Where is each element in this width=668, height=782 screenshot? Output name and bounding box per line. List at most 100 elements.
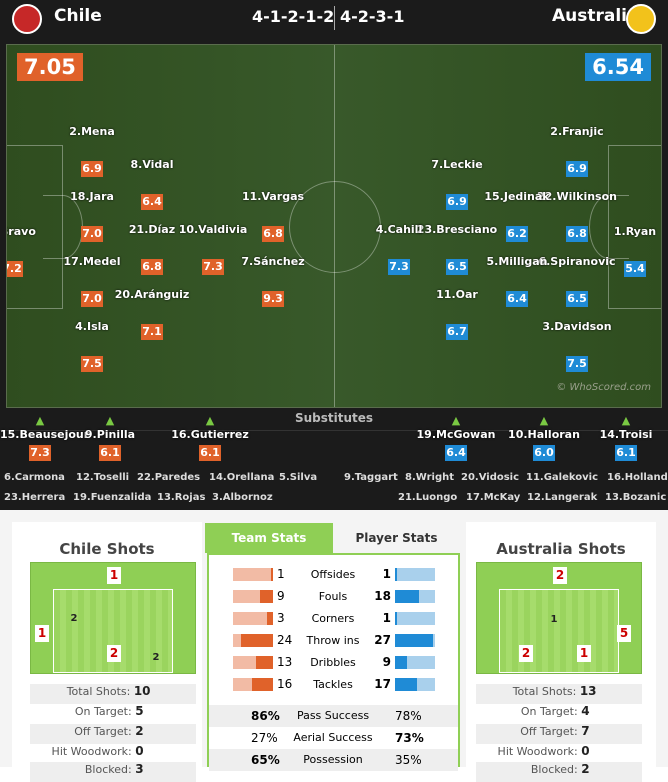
player[interactable]: 2.Mena 6.9 bbox=[47, 125, 137, 177]
tab-team-stats[interactable]: Team Stats bbox=[205, 523, 333, 553]
player-name: 21.Díaz bbox=[128, 223, 176, 236]
bench-player[interactable]: 20.Vidosic bbox=[461, 472, 520, 483]
stat-label: Corners bbox=[311, 612, 355, 625]
substitute[interactable]: ▲ 16.Gutierrez 6.1 bbox=[170, 414, 250, 461]
sub-name: 10.Halloran bbox=[508, 428, 580, 441]
stats-tabs: Team Stats Player Stats bbox=[205, 523, 460, 553]
player[interactable]: 1.Bravo 7.2 bbox=[7, 225, 57, 277]
stat-row: 1 Offsides 1 bbox=[209, 565, 458, 587]
player[interactable]: 7.Sánchez 9.3 bbox=[228, 255, 318, 307]
player-name: 1.Ryan bbox=[613, 225, 657, 238]
bench-player[interactable]: 16.Holland bbox=[607, 472, 668, 483]
player[interactable]: 4.Isla 7.5 bbox=[47, 320, 137, 372]
player-name: 18.Jara bbox=[70, 190, 114, 203]
away-zone-count: 2 bbox=[519, 645, 533, 662]
player-rating: 6.4 bbox=[141, 194, 163, 210]
home-stat-value: 16 bbox=[277, 677, 293, 691]
away-woodwork: Hit Woodwork: 0 bbox=[497, 744, 590, 758]
team-stats-box: 1 Offsides 1 9 Fouls 18 3 Corners 1 24 Throw ins 27… bbox=[207, 553, 460, 771]
subs-divider bbox=[0, 430, 668, 431]
substitute[interactable]: ▲ 10.Halloran 6.0 bbox=[504, 414, 584, 461]
player[interactable]: 7.Leckie 6.9 bbox=[412, 158, 502, 210]
player-rating: 7.0 bbox=[81, 226, 103, 242]
player[interactable]: 11.Oar 6.7 bbox=[412, 288, 502, 340]
bench-player[interactable]: 13.Rojas bbox=[157, 492, 206, 503]
player-rating: 5.4 bbox=[624, 261, 646, 277]
away-total-shots: Total Shots: 13 bbox=[476, 684, 642, 704]
stat-row: 24 Throw ins 27 bbox=[209, 631, 458, 653]
away-zone-count: 1 bbox=[550, 614, 558, 625]
player[interactable]: 4.Cahill 7.3 bbox=[354, 223, 444, 275]
bench-player[interactable]: 19.Fuenzalida bbox=[73, 492, 152, 503]
substitute[interactable]: ▲ 15.Beausejour 7.3 bbox=[0, 414, 90, 461]
player[interactable]: 6.Spiranovic 6.5 bbox=[532, 255, 622, 307]
home-stat-bar-bg bbox=[233, 568, 273, 581]
home-zone-count: 2 bbox=[152, 652, 160, 663]
player-name: 2.Franjic bbox=[550, 125, 604, 138]
sub-name: 15.Beausejour bbox=[0, 428, 90, 441]
bench-player[interactable]: 13.Bozanic bbox=[605, 492, 667, 503]
player[interactable]: 15.Jedinak 6.2 bbox=[472, 190, 562, 242]
player[interactable]: 22.Wilkinson 6.8 bbox=[532, 190, 622, 242]
player[interactable]: 8.Vidal 6.4 bbox=[107, 158, 197, 210]
home-zone-count: 1 bbox=[107, 567, 121, 584]
sub-rating: 6.1 bbox=[199, 445, 221, 461]
pct-stat-label: Pass Success bbox=[296, 709, 370, 722]
player[interactable]: 5.Milligan 6.4 bbox=[472, 255, 562, 307]
player[interactable]: 23.Bresciano 6.5 bbox=[412, 223, 502, 275]
home-stat-bar bbox=[267, 612, 273, 625]
player[interactable]: 1.Ryan 5.4 bbox=[590, 225, 661, 277]
away-off-target: Off Target: 7 bbox=[476, 724, 642, 744]
bench-player[interactable]: 3.Albornoz bbox=[212, 492, 273, 503]
player-name: 4.Cahill bbox=[375, 223, 423, 236]
player[interactable]: 10.Valdivia 7.3 bbox=[168, 223, 258, 275]
player-name: 3.Davidson bbox=[542, 320, 612, 333]
substitute[interactable]: ▲ 19.McGowan 6.4 bbox=[416, 414, 496, 461]
bench-player[interactable]: 12.Langerak bbox=[527, 492, 598, 503]
player[interactable]: 18.Jara 7.0 bbox=[47, 190, 137, 242]
home-shots-panel: Chile Shots 1 1 2 2 2 Total Shots: 10 On… bbox=[12, 522, 202, 782]
header-divider bbox=[334, 6, 335, 30]
player-name: 7.Sánchez bbox=[241, 255, 305, 268]
sub-name: 14.Troisi bbox=[599, 428, 653, 441]
player[interactable]: 11.Vargas 6.8 bbox=[228, 190, 318, 242]
bench-player[interactable]: 14.Orellana bbox=[209, 472, 275, 483]
player[interactable]: 21.Díaz 6.8 bbox=[107, 223, 197, 275]
player[interactable]: 17.Medel 7.0 bbox=[47, 255, 137, 307]
player-name: 6.Spiranovic bbox=[538, 255, 616, 268]
bench-player[interactable]: 8.Wright bbox=[405, 472, 455, 483]
bench-player[interactable]: 22.Paredes bbox=[137, 472, 201, 483]
sub-rating: 6.1 bbox=[99, 445, 121, 461]
australia-crest-icon bbox=[626, 4, 656, 34]
stats-area: Chile Shots 1 1 2 2 2 Total Shots: 10 On… bbox=[0, 510, 668, 782]
home-on-target: On Target: 5 bbox=[74, 704, 144, 718]
chile-crest-icon bbox=[12, 4, 42, 34]
player[interactable]: 2.Franjic 6.9 bbox=[532, 125, 622, 177]
substitute[interactable]: ▲ 14.Troisi 6.1 bbox=[586, 414, 666, 461]
bench-player[interactable]: 5.Silva bbox=[279, 472, 318, 483]
player[interactable]: 20.Aránguiz 7.1 bbox=[107, 288, 197, 340]
home-off-target: Off Target: 2 bbox=[30, 724, 196, 744]
substitute[interactable]: ▲ 9.Pinilla 6.1 bbox=[70, 414, 150, 461]
player[interactable]: 3.Davidson 7.5 bbox=[532, 320, 622, 372]
home-stat-bar bbox=[256, 656, 273, 669]
player-rating: 6.5 bbox=[566, 291, 588, 307]
bench-player[interactable]: 9.Taggart bbox=[344, 472, 398, 483]
bench-player[interactable]: 17.McKay bbox=[466, 492, 521, 503]
bench-player[interactable]: 12.Toselli bbox=[76, 472, 130, 483]
sub-in-arrow-icon: ▲ bbox=[539, 414, 549, 427]
away-stat-bar-bg bbox=[395, 612, 435, 625]
bench-player[interactable]: 11.Galekovic bbox=[526, 472, 599, 483]
sub-in-arrow-icon: ▲ bbox=[451, 414, 461, 427]
tab-player-stats[interactable]: Player Stats bbox=[355, 531, 438, 545]
away-team-name[interactable]: Australia bbox=[552, 6, 639, 26]
home-team-name[interactable]: Chile bbox=[54, 6, 102, 26]
bench-player[interactable]: 21.Luongo bbox=[398, 492, 458, 503]
bench-player[interactable]: 23.Herrera bbox=[4, 492, 66, 503]
home-team-rating: 7.05 bbox=[17, 53, 83, 81]
player-rating: 6.9 bbox=[566, 161, 588, 177]
player-rating: 6.8 bbox=[262, 226, 284, 242]
player-name: 20.Aránguiz bbox=[114, 288, 190, 301]
bench-player[interactable]: 6.Carmona bbox=[4, 472, 65, 483]
home-zone-count: 1 bbox=[35, 625, 49, 642]
